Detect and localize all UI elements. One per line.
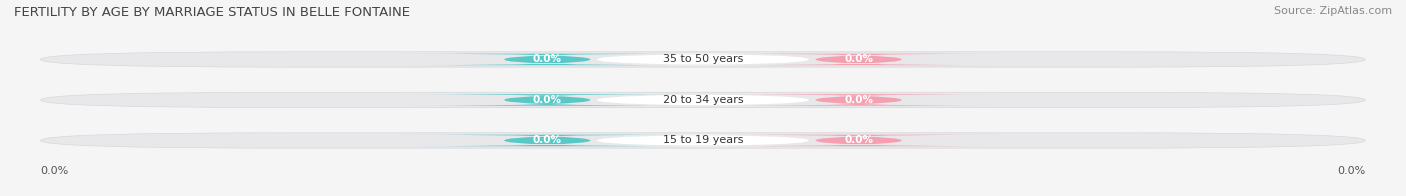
FancyBboxPatch shape (713, 54, 1004, 65)
FancyBboxPatch shape (402, 135, 693, 146)
FancyBboxPatch shape (402, 54, 693, 65)
Text: 0.0%: 0.0% (844, 135, 873, 145)
FancyBboxPatch shape (41, 133, 1365, 148)
Text: Source: ZipAtlas.com: Source: ZipAtlas.com (1274, 6, 1392, 16)
FancyBboxPatch shape (713, 135, 1004, 146)
Text: 0.0%: 0.0% (844, 95, 873, 105)
FancyBboxPatch shape (713, 94, 1004, 106)
Text: 0.0%: 0.0% (844, 54, 873, 64)
Text: 35 to 50 years: 35 to 50 years (662, 54, 744, 64)
FancyBboxPatch shape (598, 135, 808, 146)
Text: 0.0%: 0.0% (41, 166, 69, 176)
FancyBboxPatch shape (402, 94, 693, 106)
FancyBboxPatch shape (41, 52, 1365, 67)
Text: 20 to 34 years: 20 to 34 years (662, 95, 744, 105)
Text: 0.0%: 0.0% (533, 135, 562, 145)
Text: 0.0%: 0.0% (533, 54, 562, 64)
Text: 0.0%: 0.0% (1337, 166, 1365, 176)
Text: 0.0%: 0.0% (533, 95, 562, 105)
FancyBboxPatch shape (598, 54, 808, 65)
Text: FERTILITY BY AGE BY MARRIAGE STATUS IN BELLE FONTAINE: FERTILITY BY AGE BY MARRIAGE STATUS IN B… (14, 6, 411, 19)
Text: 15 to 19 years: 15 to 19 years (662, 135, 744, 145)
FancyBboxPatch shape (41, 92, 1365, 108)
FancyBboxPatch shape (598, 94, 808, 106)
